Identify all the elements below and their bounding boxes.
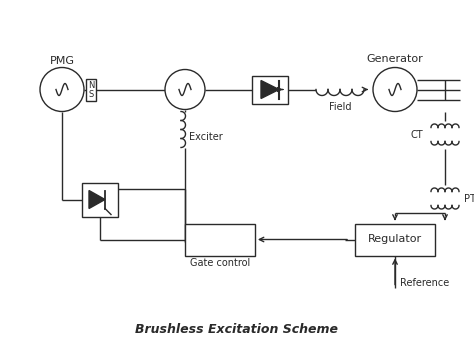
Text: PT: PT (464, 193, 474, 204)
Text: Brushless Excitation Scheme: Brushless Excitation Scheme (136, 323, 338, 336)
Bar (185, 224, 255, 256)
Bar (355, 224, 435, 256)
Text: Gate control: Gate control (190, 258, 250, 269)
Bar (252, 76, 288, 103)
Text: Generator: Generator (366, 54, 423, 65)
Text: Field: Field (329, 102, 351, 113)
Circle shape (40, 68, 84, 111)
Circle shape (373, 68, 417, 111)
Text: N: N (88, 81, 94, 90)
Text: Exciter: Exciter (189, 132, 223, 143)
Polygon shape (261, 81, 279, 98)
Bar (82, 183, 118, 216)
Text: PMG: PMG (49, 57, 74, 66)
Circle shape (165, 69, 205, 110)
Polygon shape (89, 191, 105, 208)
Text: CT: CT (410, 130, 423, 139)
Bar (86, 78, 96, 101)
Text: Regulator: Regulator (368, 234, 422, 245)
Text: Reference: Reference (400, 277, 449, 287)
Text: S: S (88, 90, 94, 99)
